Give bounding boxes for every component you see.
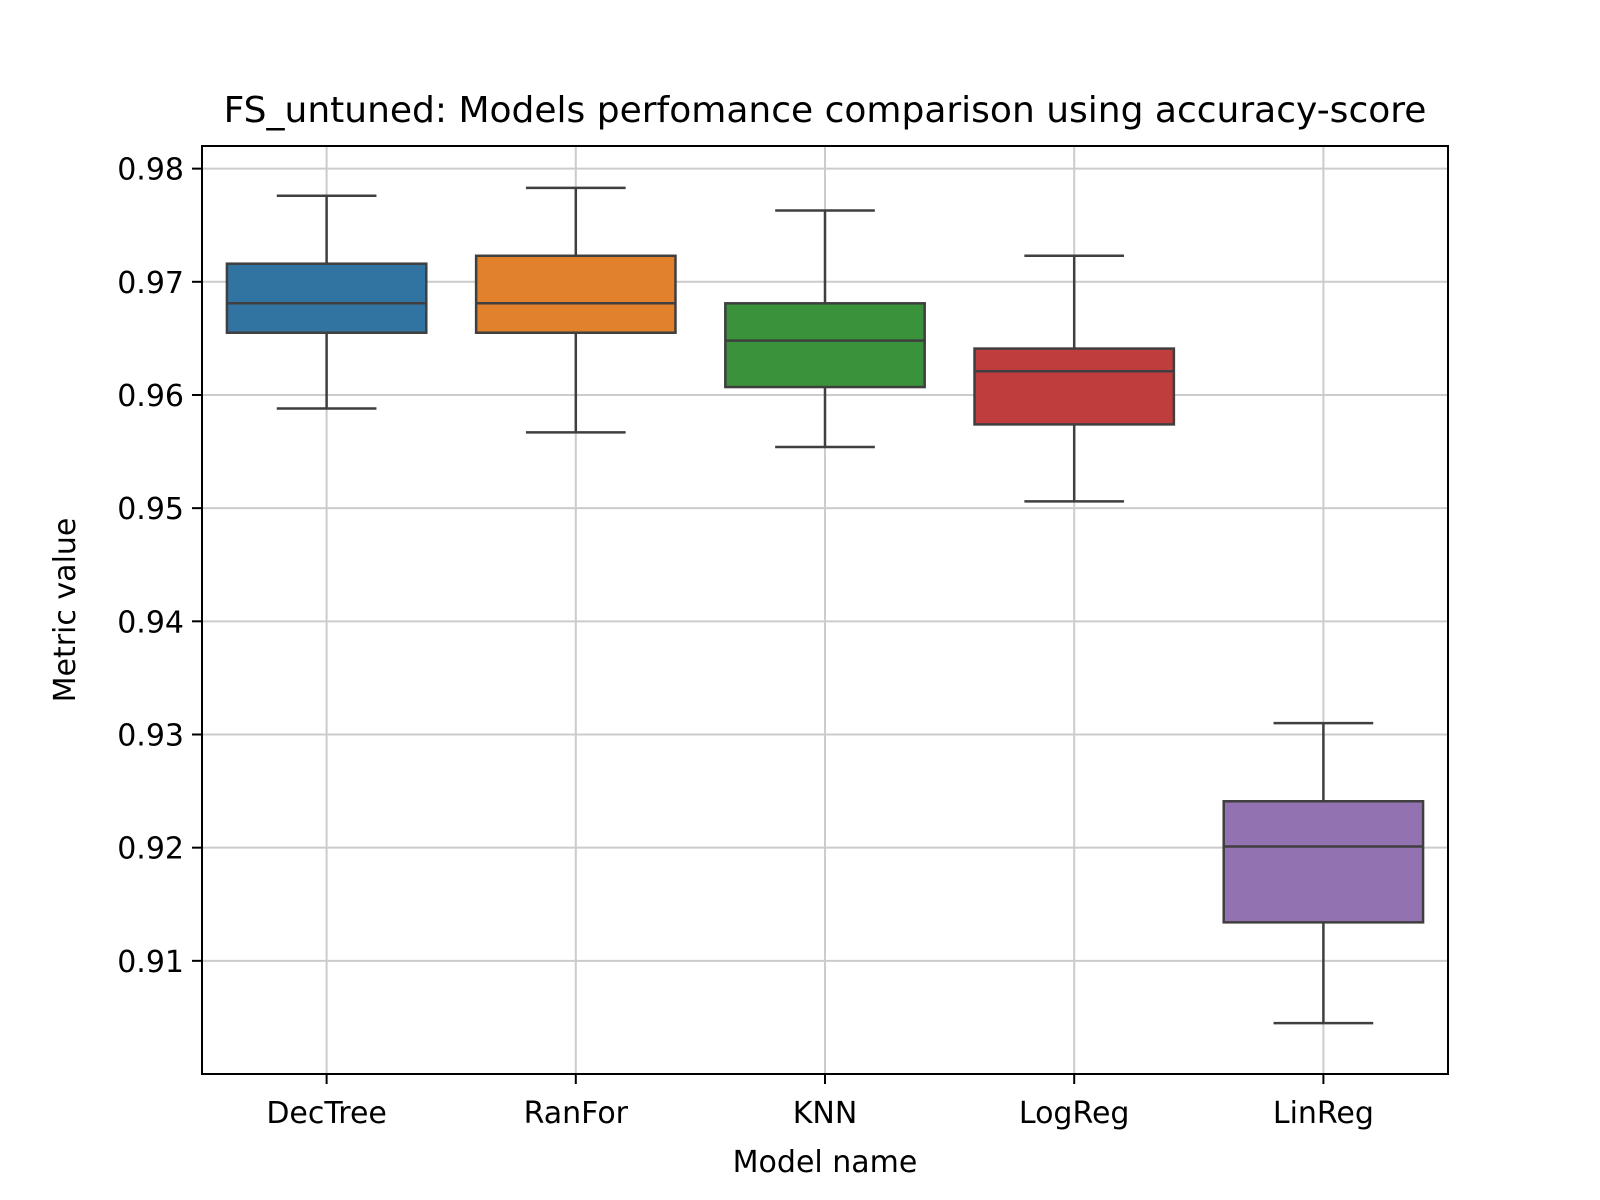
box-iqr xyxy=(474,254,677,334)
y-tick-label: 0.97 xyxy=(117,266,184,301)
x-tick-label: LinReg xyxy=(1273,1096,1374,1131)
box-dectree xyxy=(225,194,428,410)
chart-title: FS_untuned: Models perfomance comparison… xyxy=(224,90,1427,131)
box-ranfor xyxy=(474,186,677,434)
x-tick-label: RanFor xyxy=(524,1096,629,1131)
y-tick-label: 0.93 xyxy=(117,718,184,753)
y-tick-label: 0.98 xyxy=(117,153,184,188)
box-logreg xyxy=(973,254,1176,503)
y-tick-label: 0.92 xyxy=(117,832,184,867)
y-axis-title: Metric value xyxy=(48,518,83,703)
box-iqr xyxy=(724,302,926,389)
x-axis-ticks: DecTree RanFor KNN LogReg LinReg xyxy=(266,1074,1374,1131)
box-iqr xyxy=(973,347,1176,426)
box-iqr xyxy=(1222,800,1425,924)
box-iqr xyxy=(225,262,428,334)
x-tick-label: LogReg xyxy=(1019,1096,1130,1131)
y-axis-ticks: 0.91 0.92 0.93 0.94 0.95 0.96 0.97 0.98 xyxy=(117,153,202,980)
y-tick-label: 0.94 xyxy=(117,605,184,640)
boxes xyxy=(225,186,1425,1025)
x-tick-label: KNN xyxy=(793,1096,858,1131)
box-knn xyxy=(724,209,926,449)
y-tick-label: 0.91 xyxy=(117,945,184,980)
y-tick-label: 0.96 xyxy=(117,379,184,414)
x-tick-label: DecTree xyxy=(266,1096,387,1131)
x-axis-title: Model name xyxy=(733,1145,918,1180)
box-linreg xyxy=(1222,721,1425,1025)
y-tick-label: 0.95 xyxy=(117,492,184,527)
